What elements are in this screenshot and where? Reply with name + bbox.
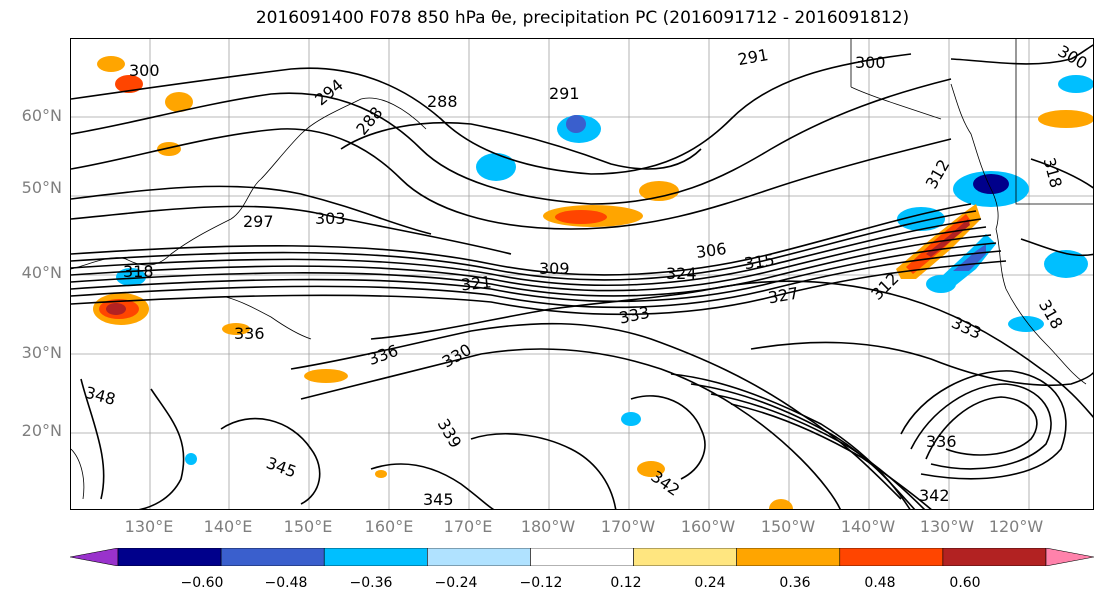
contour-label: 315 <box>743 250 776 273</box>
shade-blob <box>555 210 607 224</box>
colorbar-tick-label: 0.48 <box>864 575 896 591</box>
lon-label: 130°W <box>919 517 975 536</box>
contour-label: 288 <box>427 92 458 111</box>
lat-label: 40°N <box>21 263 62 282</box>
contour-label: 336 <box>234 324 265 343</box>
lon-label: 160°W <box>680 517 736 536</box>
lon-label: 130°E <box>124 517 174 536</box>
contour-label: 297 <box>243 212 274 231</box>
shade-blob <box>897 207 945 231</box>
colorbar-segment <box>323 548 428 566</box>
contour-label: 306 <box>695 239 728 262</box>
lat-label: 20°N <box>21 421 62 440</box>
lon-label: 170°E <box>443 517 493 536</box>
colorbar-tick-label: −0.12 <box>519 575 563 591</box>
coastlines <box>71 39 1093 500</box>
shade-front-band <box>926 219 970 257</box>
lon-label: 150°W <box>760 517 816 536</box>
lon-label: 120°W <box>988 517 1044 536</box>
shade-blob <box>165 92 193 112</box>
shade-blob <box>222 323 250 335</box>
colorbar-tick-label: −0.48 <box>264 575 308 591</box>
precipitation-shading <box>93 56 1093 509</box>
shade-front-band-blue <box>953 244 986 271</box>
lon-label: 170°W <box>600 517 656 536</box>
colorbar-segment <box>427 548 531 566</box>
colorbar <box>70 548 1094 566</box>
colorbar-tick-label: 0.36 <box>779 575 811 591</box>
contour-label: 336 <box>365 341 400 369</box>
lon-label: 150°E <box>283 517 333 536</box>
shade-blob <box>106 303 126 315</box>
map-canvas: 300 294 288 288 291 291 300 300 297 303 … <box>71 39 1093 509</box>
contour-label: 318 <box>1040 155 1066 189</box>
colorbar-segment <box>633 548 737 566</box>
contour-label: 345 <box>423 490 454 509</box>
colorbar-segment <box>942 548 1047 566</box>
contour-label: 312 <box>867 269 902 304</box>
map-panel: 300 294 288 288 291 291 300 300 297 303 … <box>70 38 1094 510</box>
shade-blob <box>97 56 125 72</box>
lon-label: 140°W <box>840 517 896 536</box>
shade-blob <box>157 142 181 156</box>
colorbar-tick-label: 0.12 <box>610 575 642 591</box>
contour-label: 300 <box>1055 41 1091 73</box>
shade-blob <box>621 412 641 426</box>
contour-label: 288 <box>352 103 386 139</box>
contour-label: 336 <box>926 432 957 451</box>
contour-label: 309 <box>539 259 570 278</box>
contour-label: 333 <box>617 303 651 328</box>
contour-label: 318 <box>123 262 154 281</box>
contour-label: 300 <box>129 61 160 80</box>
colorbar-segment <box>530 548 634 566</box>
colorbar-tick-label: −0.60 <box>180 575 224 591</box>
contour-label: 321 <box>460 272 492 294</box>
contour-label: 333 <box>949 313 985 343</box>
shade-blob <box>639 181 679 201</box>
lat-label: 60°N <box>21 106 62 125</box>
contour-label: 300 <box>855 53 886 72</box>
shade-blob <box>1044 250 1088 278</box>
lat-label: 50°N <box>21 178 62 197</box>
contour-label: 324 <box>666 264 697 283</box>
contour-label: 342 <box>919 486 950 505</box>
contour-label: 345 <box>264 453 299 481</box>
lon-label: 160°E <box>364 517 414 536</box>
shade-blob <box>769 499 793 509</box>
shade-blob <box>304 369 348 383</box>
shade-blob <box>1058 75 1093 93</box>
contour-label: 291 <box>736 45 769 69</box>
shade-blob <box>1038 110 1093 128</box>
shade-blob <box>185 453 197 465</box>
colorbar-segment <box>839 548 944 566</box>
shade-blob <box>637 461 665 477</box>
lon-label: 140°E <box>203 517 253 536</box>
shade-blob <box>115 75 143 93</box>
contour-label: 327 <box>767 283 800 307</box>
colorbar-segment <box>220 548 325 566</box>
shade-blob <box>566 115 586 133</box>
colorbar-tick-label: −0.36 <box>349 575 393 591</box>
contour-label: 291 <box>549 84 580 103</box>
map-title: 2016091400 F078 850 hPa θe, precipitatio… <box>255 8 910 28</box>
contour-label: 303 <box>315 209 346 228</box>
colorbar-tick-label: 0.24 <box>694 575 726 591</box>
colorbar-tick-label: 0.60 <box>949 575 981 591</box>
colorbar-segment <box>117 548 222 566</box>
contour-label: 294 <box>311 75 347 109</box>
shade-blob <box>476 153 516 181</box>
shade-blob <box>375 470 387 478</box>
colorbar-tick-label: −0.24 <box>434 575 478 591</box>
colorbar-extend-low <box>70 548 119 566</box>
lon-label: 180°W <box>520 517 576 536</box>
colorbar-segment <box>736 548 841 566</box>
lat-label: 30°N <box>21 343 62 362</box>
shade-blob <box>1008 316 1044 332</box>
theta-e-contours <box>71 44 1093 509</box>
colorbar-extend-high <box>1045 548 1094 566</box>
shade-blob <box>973 174 1009 194</box>
